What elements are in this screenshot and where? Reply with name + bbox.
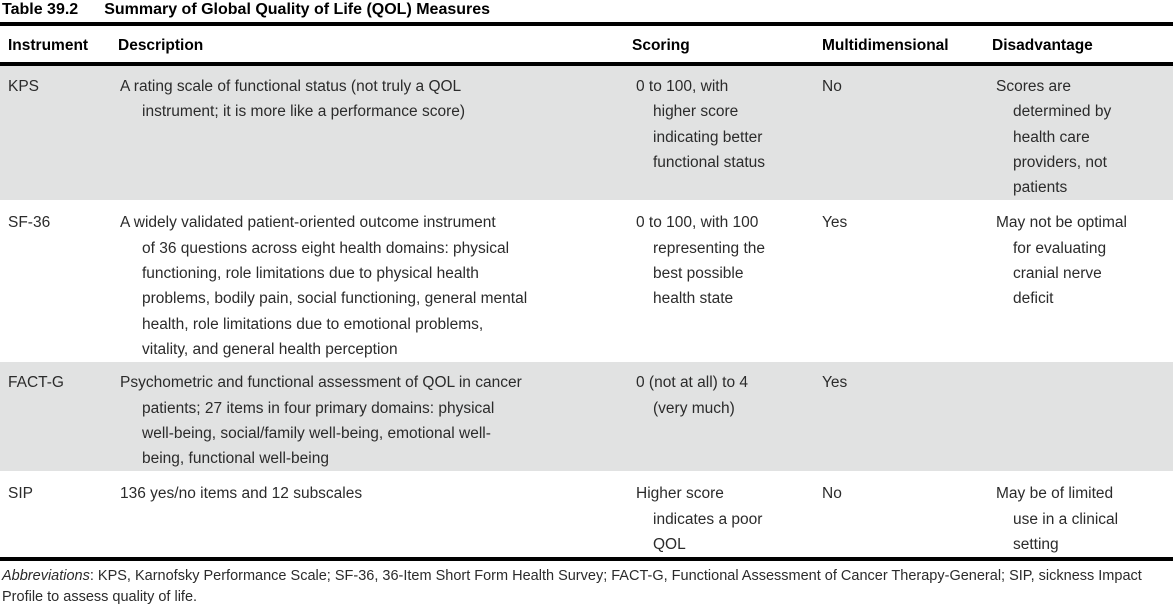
column-header-multidimensional: Multidimensional xyxy=(822,37,949,54)
cell-multidimensional: No xyxy=(822,485,842,503)
cell-multidimensional: No xyxy=(822,78,842,95)
cell-instrument: KPS xyxy=(8,78,40,95)
cell-scoring: 0 (not at all) to 4 (very much) xyxy=(636,374,749,417)
table-row-kps: KPS A rating scale of functional status … xyxy=(0,66,1173,203)
table-row-factg: FACT-G Psychometric and functional asses… xyxy=(0,362,1173,474)
divider-below-caption xyxy=(0,22,1173,26)
table-caption: Table 39.2 Summary of Global Quality of L… xyxy=(0,0,1173,22)
abbreviations-text: : KPS, Karnofsky Performance Scale; SF-3… xyxy=(2,568,1142,606)
cell-description: A widely validated patient-oriented outc… xyxy=(120,214,528,358)
cell-instrument: SF-36 xyxy=(8,214,51,232)
cell-multidimensional: Yes xyxy=(822,214,848,232)
column-header-disadvantage: Disadvantage xyxy=(992,37,1093,54)
column-header-description: Description xyxy=(118,37,204,54)
abbreviations-footnote: Abbreviations: KPS, Karnofsky Performanc… xyxy=(0,561,1173,610)
table-row-sf36: SF-36 A widely validated patient-oriente… xyxy=(0,202,1173,362)
table-row-sip: SIP 136 yes/no items and 12 subscales Hi… xyxy=(0,473,1173,557)
cell-scoring: Higher score indicates a poor QOL xyxy=(636,485,763,554)
cell-disadvantage: Scores are determined by health care pro… xyxy=(996,78,1112,197)
cell-description: Psychometric and functional assessment o… xyxy=(120,374,522,468)
cell-instrument: FACT-G xyxy=(8,374,64,392)
cell-scoring: 0 to 100, with 100 representing the best… xyxy=(636,214,766,308)
table-number: Table 39.2 xyxy=(2,1,79,18)
table-title: Summary of Global Quality of Life (QOL) … xyxy=(104,1,491,18)
divider-above-footnote xyxy=(0,557,1173,562)
abbreviations-label: Abbreviations xyxy=(2,568,90,585)
column-header-instrument: Instrument xyxy=(8,37,89,54)
cell-disadvantage: May be of limited use in a clinical sett… xyxy=(996,485,1119,554)
cell-description: 136 yes/no items and 12 subscales xyxy=(120,485,363,503)
cell-instrument: SIP xyxy=(8,485,33,503)
cell-scoring: 0 to 100, with higher score indicating b… xyxy=(636,78,766,171)
divider-below-header xyxy=(0,62,1173,66)
cell-description: A rating scale of functional status (not… xyxy=(120,78,466,121)
cell-multidimensional: Yes xyxy=(822,374,848,392)
table-header-row: Instrument Description Scoring Multidime… xyxy=(0,26,1173,62)
column-header-scoring: Scoring xyxy=(632,37,690,54)
cell-disadvantage: May not be optimal for evaluating crania… xyxy=(996,214,1127,308)
